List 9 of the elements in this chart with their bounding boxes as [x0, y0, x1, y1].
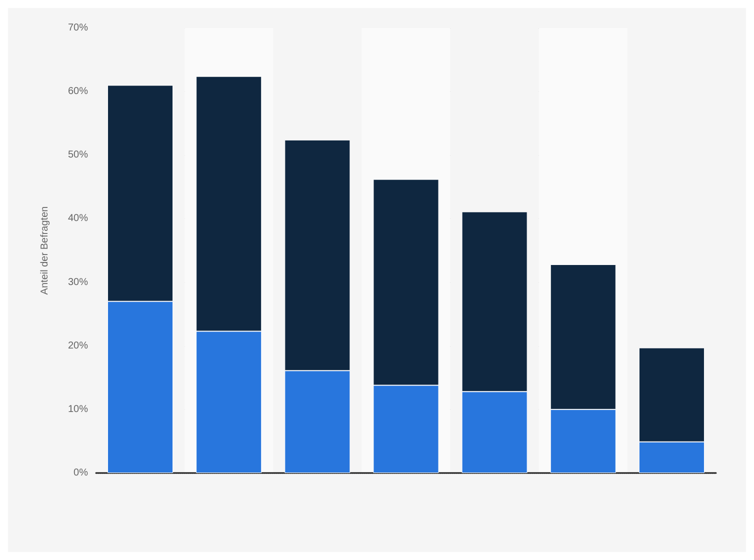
y-tick-label: 70% — [68, 22, 88, 34]
y-tick-label: 0% — [74, 468, 88, 478]
y-tick-label: 50% — [68, 150, 88, 161]
y-axis-title: Anteil der Befragten — [40, 206, 50, 295]
y-tick-label: 60% — [68, 86, 88, 98]
y-tick-label: 20% — [68, 340, 88, 352]
y-tick-label: 40% — [68, 213, 88, 224]
y-tick-label: 30% — [68, 276, 88, 288]
y-tick-label: 10% — [68, 404, 88, 415]
